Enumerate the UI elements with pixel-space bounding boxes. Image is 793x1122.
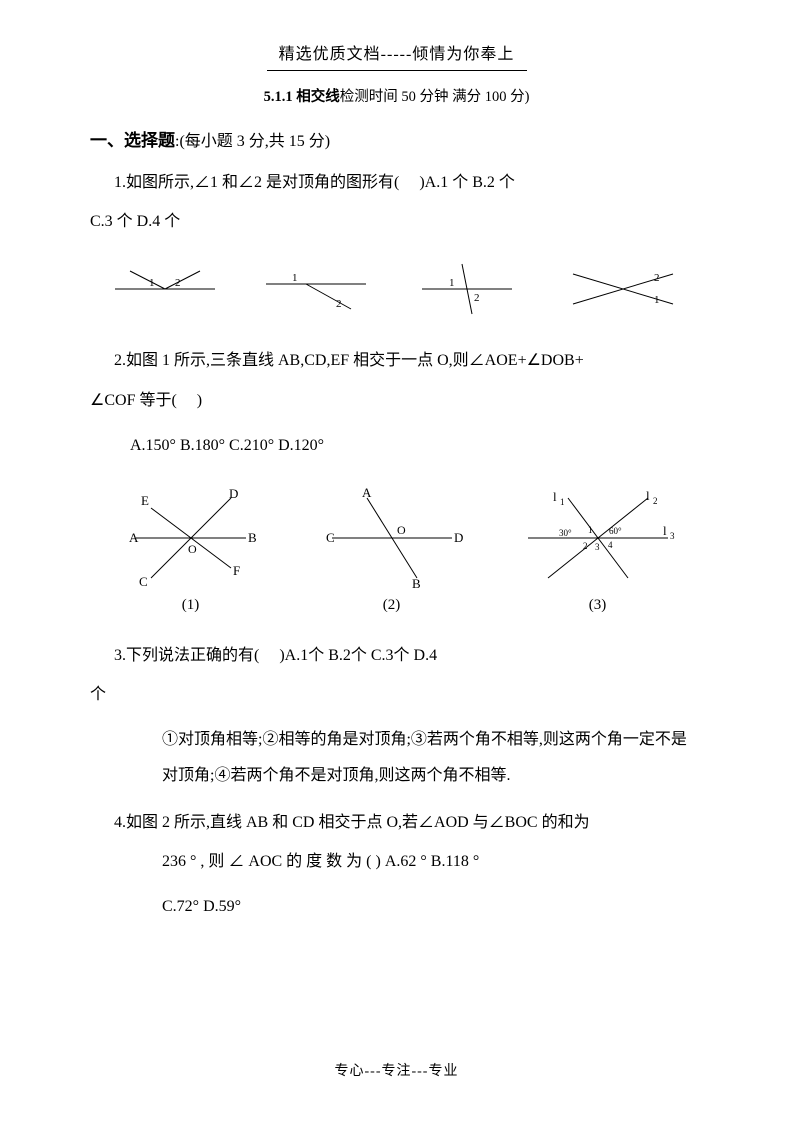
- section-title: 一、选择题: [90, 131, 175, 150]
- f2-B: B: [412, 576, 421, 591]
- f1-B: B: [248, 530, 257, 545]
- f1-F: F: [233, 563, 240, 578]
- subtitle-rest: 检测时间 50 分钟 满分 100 分): [340, 89, 530, 105]
- doc-footer: 专心---专注---专业: [0, 1060, 793, 1080]
- f2-O: O: [397, 523, 406, 537]
- q2-diagrams: A B E F C D O (1) C D A B O (2) l 1: [90, 483, 703, 614]
- fig-3: l 1 l 2 l 3 30° 60° 1 2 3 4: [513, 483, 683, 593]
- q1b-1: 1: [292, 272, 298, 284]
- q2-options: A.150° B.180° C.210° D.120°: [90, 428, 703, 463]
- q1-fig-d: 2 1: [558, 259, 688, 319]
- q4-line1: 4.如图 2 所示,直线 AB 和 CD 相交于点 O,若∠AOD 与∠BOC …: [90, 805, 703, 840]
- q4-line2: 236 ° , 则 ∠ AOC 的 度 数 为 ( ) A.62 ° B.118…: [90, 844, 703, 879]
- q1c-2: 2: [474, 292, 480, 304]
- q1-fig-c: 1 2: [407, 259, 527, 319]
- f3-n4: 4: [608, 540, 613, 550]
- f3-l3b: 3: [670, 531, 675, 541]
- fig-1: A B E F C D O: [111, 483, 271, 593]
- q1a-2: 2: [175, 277, 181, 289]
- f3-n1: 1: [588, 525, 593, 535]
- subtitle: 5.1.1 相交线检测时间 50 分钟 满分 100 分): [90, 85, 703, 106]
- fig2-label: (2): [312, 597, 472, 614]
- fig-2-wrap: C D A B O (2): [312, 483, 472, 614]
- fig-3-wrap: l 1 l 2 l 3 30° 60° 1 2 3 4 (3): [513, 483, 683, 614]
- q3-statements: ①对顶角相等;②相等的角是对顶角;③若两个角不相等,则这两个角一定不是对顶角;④…: [162, 722, 687, 792]
- q2-line2: ∠COF 等于( ): [90, 383, 703, 418]
- header-underline: [267, 70, 527, 71]
- section-heading: 一、选择题:(每小题 3 分,共 15 分): [90, 126, 703, 151]
- f1-O: O: [188, 542, 197, 556]
- q1a-1: 1: [149, 277, 155, 289]
- f2-A: A: [362, 485, 372, 500]
- q1d-1: 1: [654, 294, 660, 306]
- q1-fig-b: 1 2: [256, 259, 376, 319]
- q4-line3: C.72° D.59°: [90, 889, 703, 924]
- q3-line1: 3.下列说法正确的有( )A.1个 B.2个 C.3个 D.4: [90, 638, 703, 673]
- q1-fig-a: 1 2: [105, 259, 225, 319]
- f1-E: E: [141, 493, 149, 508]
- q1-line2: C.3 个 D.4 个: [90, 204, 703, 239]
- f3-l1a: l: [553, 489, 557, 504]
- f3-60: 60°: [609, 526, 622, 536]
- section-rest: :(每小题 3 分,共 15 分): [175, 133, 330, 150]
- f1-A: A: [129, 530, 139, 545]
- f1-C: C: [139, 574, 148, 589]
- f3-n3: 3: [595, 542, 600, 552]
- q2-line1: 2.如图 1 所示,三条直线 AB,CD,EF 相交于一点 O,则∠AOE+∠D…: [90, 343, 703, 378]
- f3-n2: 2: [583, 541, 588, 551]
- fig-1-wrap: A B E F C D O (1): [111, 483, 271, 614]
- doc-header: 精选优质文档-----倾情为你奉上: [90, 40, 703, 64]
- f3-l1b: 1: [560, 497, 565, 507]
- f2-C: C: [326, 530, 335, 545]
- q1d-2: 2: [654, 272, 660, 284]
- f1-D: D: [229, 486, 238, 501]
- q1-diagrams: 1 2 1 2 1 2 2 1: [90, 259, 703, 319]
- q1c-1: 1: [449, 277, 455, 289]
- f3-l2a: l: [646, 488, 650, 503]
- q1-line1: 1.如图所示,∠1 和∠2 是对顶角的图形有( )A.1 个 B.2 个: [90, 165, 703, 200]
- f3-30: 30°: [559, 528, 572, 538]
- fig3-label: (3): [513, 597, 683, 614]
- f3-l3a: l: [663, 523, 667, 538]
- subtitle-bold: 5.1.1 相交线: [264, 89, 340, 105]
- q1b-2: 2: [336, 298, 342, 310]
- f2-D: D: [454, 530, 463, 545]
- fig-2: C D A B O: [312, 483, 472, 593]
- q3-line2: 个: [90, 677, 703, 712]
- f3-l2b: 2: [653, 496, 658, 506]
- fig1-label: (1): [111, 597, 271, 614]
